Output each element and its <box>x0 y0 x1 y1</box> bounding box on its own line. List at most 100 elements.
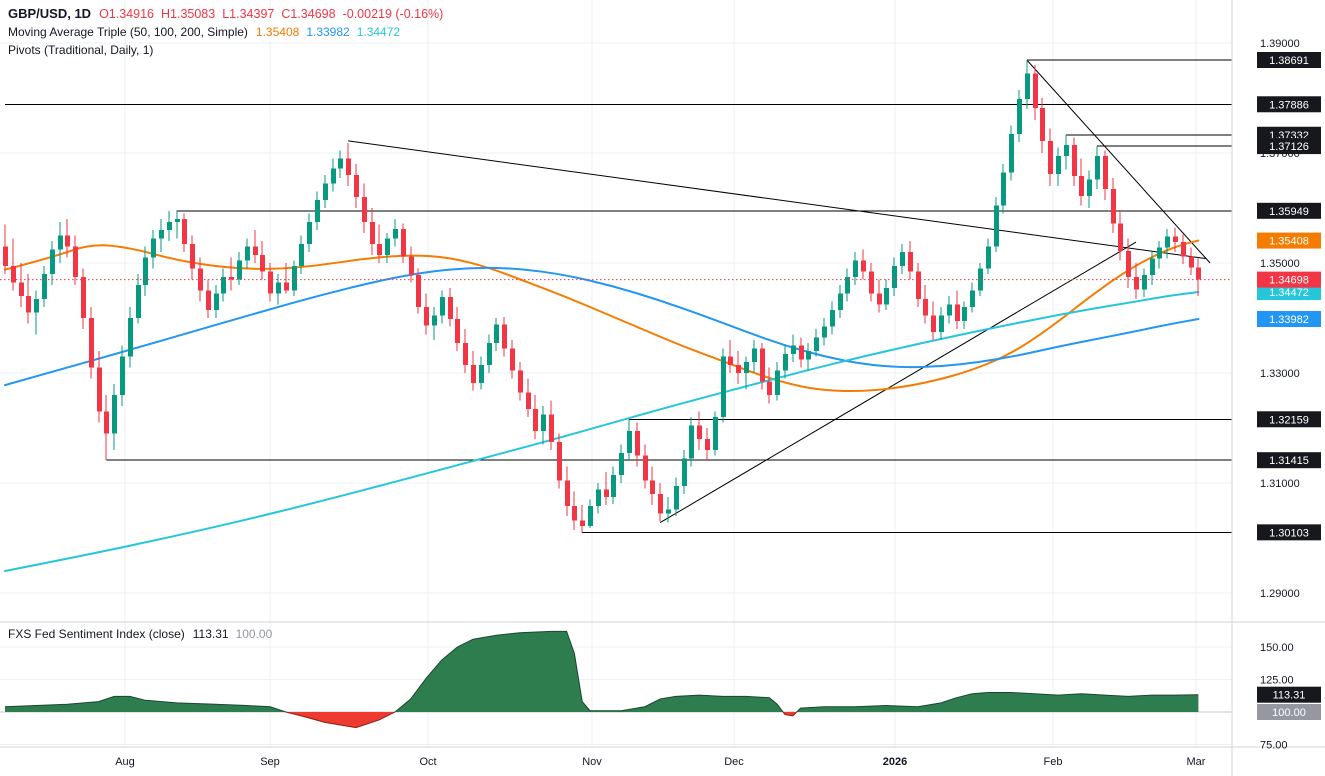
pivots-indicator-title: Pivots (Traditional, Daily, 1) <box>8 43 154 57</box>
time-axis[interactable]: Aug Sep Oct Nov Dec 2026 Feb Mar <box>115 756 1206 768</box>
svg-text:1.37886: 1.37886 <box>1269 99 1309 111</box>
time-tick-label: Mar <box>1187 756 1206 768</box>
candle-body <box>416 275 421 308</box>
time-tick-label: 2026 <box>883 756 907 768</box>
candle-body <box>253 246 258 255</box>
candle-body <box>838 293 843 310</box>
candle-body <box>81 276 86 319</box>
candle-body <box>385 238 390 255</box>
price-axis-badge: 1.33982 <box>1257 311 1321 328</box>
candle-body <box>861 260 866 272</box>
candle-body <box>682 458 687 486</box>
candle-body <box>1025 73 1030 100</box>
candle-body <box>354 175 359 198</box>
candle-body <box>370 221 375 244</box>
candle-body <box>1126 250 1131 277</box>
candle-body <box>11 265 16 283</box>
price-tick-label: 1.35000 <box>1260 258 1300 270</box>
candle-body <box>822 326 827 338</box>
candle-body <box>533 408 538 431</box>
price-axis-badge: 1.31415 <box>1257 452 1321 469</box>
candle-body <box>1196 267 1201 280</box>
sentiment-title: FXS Fed Sentiment Index (close) <box>8 627 185 641</box>
candle-body <box>1033 73 1038 108</box>
candle-body <box>775 370 780 396</box>
trend-lines <box>348 59 1211 524</box>
candle-body <box>853 260 858 277</box>
candle-body <box>159 230 164 239</box>
price-axis-badge: 1.35949 <box>1257 202 1321 219</box>
candle-body <box>1150 258 1155 276</box>
candle-body <box>962 307 967 321</box>
candle-body <box>916 271 921 299</box>
candle-body <box>440 297 445 316</box>
close-value: C1.34698 <box>281 7 336 21</box>
candle-body <box>19 282 24 297</box>
candle-body <box>229 276 234 280</box>
candle-body <box>206 290 211 310</box>
price-axis-badge: 1.35408 <box>1257 232 1321 249</box>
sentiment-area <box>4 630 1199 729</box>
candle-body <box>658 494 663 514</box>
candle-body <box>175 219 180 222</box>
price-axis-badge: 1.37126 <box>1257 138 1321 155</box>
ma200-value: 1.34472 <box>356 25 401 39</box>
price-axis-badge: 1.37886 <box>1257 96 1321 113</box>
candle-body <box>892 265 897 288</box>
svg-text:1.37126: 1.37126 <box>1269 141 1309 153</box>
candle-body <box>323 183 328 200</box>
candle-body <box>1095 155 1100 180</box>
candle-body <box>572 506 577 521</box>
sentiment-legend[interactable]: FXS Fed Sentiment Index (close) 113.31 100… <box>8 627 272 641</box>
candle-body <box>1165 236 1170 248</box>
high-value: H1.35083 <box>161 7 216 21</box>
symbol-title[interactable]: GBP/USD, 1D <box>8 6 92 21</box>
candle-body <box>42 274 47 299</box>
price-axis[interactable]: 1.390001.370001.350001.330001.310001.290… <box>1257 38 1321 752</box>
time-tick-label: Dec <box>724 756 744 768</box>
candle-body <box>1064 144 1069 156</box>
candle-body <box>970 290 975 308</box>
price-tick-label: 75.00 <box>1260 740 1288 752</box>
candle-body <box>799 345 804 360</box>
candle-body <box>151 238 156 258</box>
candle-body <box>767 381 772 396</box>
candle-body <box>1173 236 1178 243</box>
sentiment-value: 113.31 <box>192 627 229 641</box>
candle-body <box>167 221 172 231</box>
candle-body <box>869 271 874 294</box>
candle-body <box>728 356 733 365</box>
change-value: -0.00219 (-0.16%) <box>342 7 444 21</box>
svg-text:1.34698: 1.34698 <box>1269 275 1309 287</box>
candle-body <box>307 221 312 244</box>
candle-body <box>1079 176 1084 196</box>
ma-indicator-row[interactable]: Moving Average Triple (50, 100, 200, Sim… <box>8 23 450 41</box>
candle-body <box>432 315 437 326</box>
candle-body <box>635 430 640 456</box>
svg-text:1.33982: 1.33982 <box>1269 314 1309 326</box>
candle-body <box>908 252 913 272</box>
price-tick-label: 1.39000 <box>1260 38 1300 50</box>
symbol-row[interactable]: GBP/USD, 1D O1.34916 H1.35083 L1.34397 C1.34… <box>8 5 450 23</box>
price-tick-label: 150.00 <box>1260 642 1294 654</box>
pivots-indicator-row[interactable]: Pivots (Traditional, Daily, 1) <box>8 41 450 59</box>
ohlc-values: O1.34916 H1.35083 L1.34397 C1.34698 -0.00219… <box>99 7 450 21</box>
candle-body <box>346 158 351 176</box>
svg-text:113.31: 113.31 <box>1273 690 1306 702</box>
candle-body <box>783 353 788 371</box>
candle-body <box>245 246 250 261</box>
candle-body <box>65 235 70 247</box>
price-tick-label: 1.31000 <box>1260 478 1300 490</box>
candle-body <box>713 417 718 451</box>
candle-body <box>518 370 523 393</box>
price-axis-badge: 100.00 <box>1257 704 1321 720</box>
candle-body <box>806 351 811 360</box>
candle-body <box>526 392 531 409</box>
candle-body <box>791 345 796 354</box>
svg-text:1.30103: 1.30103 <box>1269 527 1309 539</box>
candle-body <box>705 439 710 451</box>
candle-body <box>112 395 117 434</box>
candle-body <box>955 304 960 321</box>
